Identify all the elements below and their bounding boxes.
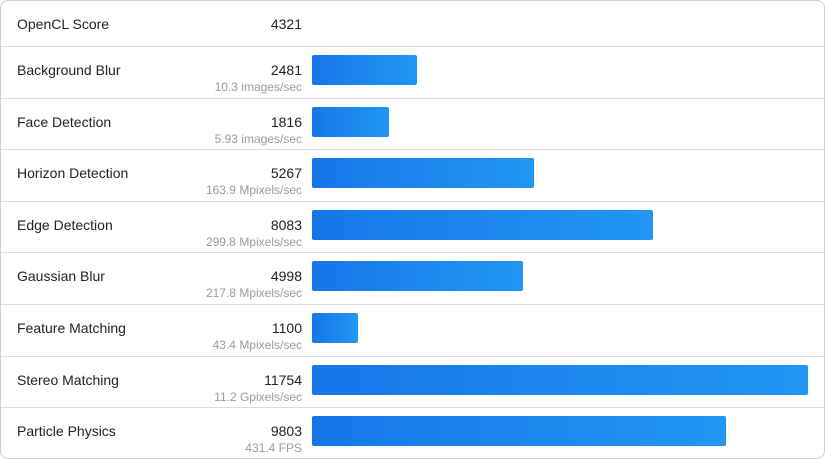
score-bar xyxy=(312,313,358,343)
score-bar xyxy=(312,106,389,137)
test-name: Face Detection xyxy=(17,113,112,130)
result-row: Feature Matching 1100 43.4 Mpixels/sec xyxy=(1,304,824,356)
test-rate: 217.8 Mpixels/sec xyxy=(205,286,302,301)
test-name: Stereo Matching xyxy=(17,371,119,388)
result-row: Gaussian Blur 4998 217.8 Mpixels/sec xyxy=(1,252,824,304)
test-rate: 11.2 Gpixels/sec xyxy=(214,389,302,404)
test-name: Particle Physics xyxy=(17,423,116,440)
test-name: Feature Matching xyxy=(17,320,126,336)
result-row: Face Detection 1816 5.93 images/sec xyxy=(1,97,824,150)
test-score: 4998 xyxy=(270,268,302,285)
test-rate: 5.93 images/sec xyxy=(214,131,302,146)
test-score: 5267 xyxy=(270,165,302,182)
test-rate: 43.4 Mpixels/sec xyxy=(212,338,302,352)
test-score: 1816 xyxy=(270,113,302,130)
result-row: Particle Physics 9803 431.4 FPS xyxy=(1,407,824,458)
test-rate: 163.9 Mpixels/sec xyxy=(205,183,302,198)
test-score: 8083 xyxy=(270,216,302,233)
result-row: Edge Detection 8083 299.8 Mpixels/sec xyxy=(1,200,824,253)
result-row: Horizon Detection 5267 163.9 Mpixels/sec xyxy=(1,149,824,201)
score-bar xyxy=(312,416,726,447)
score-bar xyxy=(312,55,417,85)
test-rate: 10.3 images/sec xyxy=(214,80,302,94)
result-row: Stereo Matching 11754 11.2 Gpixels/sec xyxy=(1,355,824,408)
test-name: Gaussian Blur xyxy=(17,268,105,285)
test-rate: 431.4 FPS xyxy=(245,441,302,456)
score-bar xyxy=(312,158,534,189)
score-bar xyxy=(312,364,808,395)
test-rate: 299.8 Mpixels/sec xyxy=(205,234,302,249)
overall-score-label: OpenCL Score xyxy=(17,16,110,32)
test-name: Edge Detection xyxy=(17,216,113,233)
score-bar xyxy=(312,209,653,240)
test-score: 1100 xyxy=(271,320,302,336)
overall-score-value: 4321 xyxy=(270,16,302,32)
test-score: 9803 xyxy=(270,423,302,440)
test-name: Horizon Detection xyxy=(17,165,129,182)
test-score: 11754 xyxy=(264,371,302,388)
overall-score-row: OpenCL Score 4321 xyxy=(1,1,824,46)
test-score: 2481 xyxy=(270,62,302,78)
test-name: Background Blur xyxy=(17,62,121,78)
result-row: Background Blur 2481 10.3 images/sec xyxy=(1,46,824,98)
score-bar xyxy=(312,261,523,292)
